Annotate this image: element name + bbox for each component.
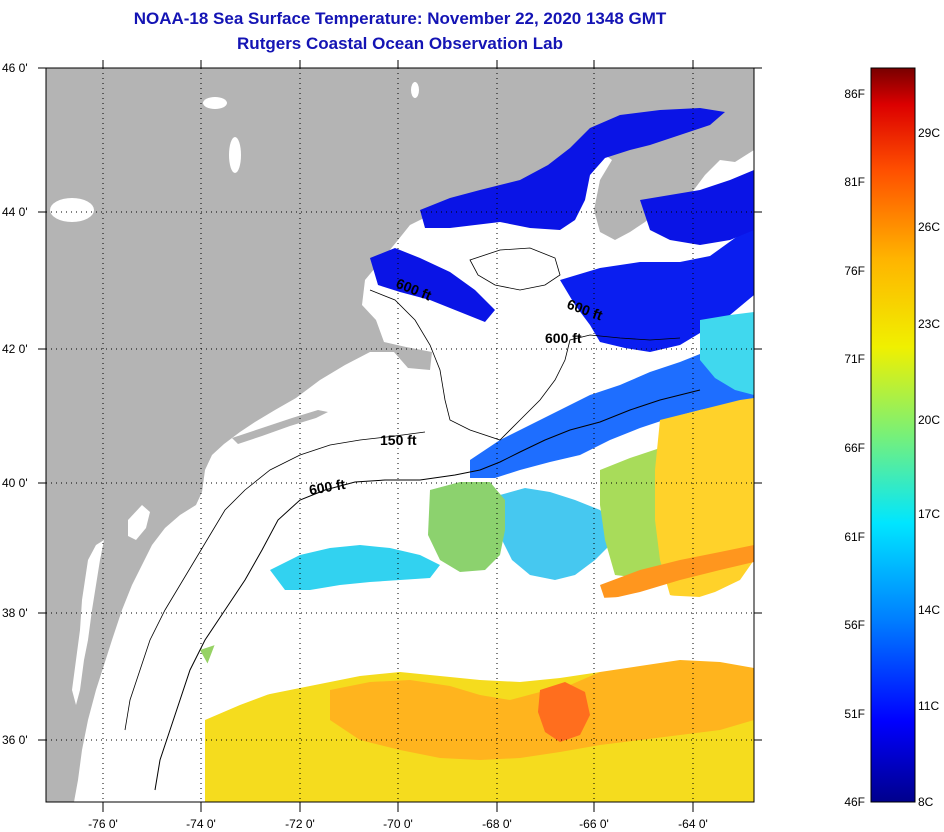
chesapeake-bay xyxy=(72,540,104,705)
colorbar-label-51f: 51F xyxy=(844,707,865,721)
colorbar-label-46f: 46F xyxy=(844,795,865,809)
colorbar-label-11c: 11C xyxy=(918,699,939,713)
colorbar-label-61f: 61F xyxy=(844,530,865,544)
colorbar-label-71f: 71F xyxy=(844,352,865,366)
colorbar-label-14c: 14C xyxy=(918,603,940,617)
lat-label-42: 42 0' xyxy=(2,342,28,356)
map-grid xyxy=(46,68,754,802)
lat-label-40: 40 0' xyxy=(2,476,28,490)
sst-warm-east xyxy=(655,398,754,600)
colorbar-label-81f: 81F xyxy=(844,175,865,189)
lon-label-70: -70 0' xyxy=(383,817,413,831)
sst-slope-water xyxy=(470,330,754,478)
lat-label-46: 46 0' xyxy=(2,61,28,75)
sst-cyan-east xyxy=(700,312,754,395)
long-island-land xyxy=(232,410,328,444)
lon-label-74: -74 0' xyxy=(186,817,216,831)
isobath-gulf-maine xyxy=(369,289,681,441)
colorbar-label-23c: 23C xyxy=(918,317,940,331)
isobath-600ft xyxy=(154,389,701,791)
colorbar-label-86f: 86F xyxy=(844,87,865,101)
lat-label-38: 38 0' xyxy=(2,606,28,620)
sst-cyan-stream xyxy=(500,488,615,580)
colorbar-label-56f: 56F xyxy=(844,618,865,632)
colorbar-label-76f: 76F xyxy=(844,264,865,278)
colorbar xyxy=(870,67,916,803)
cloud-mask xyxy=(205,595,754,702)
colorbar-label-8c: 8C xyxy=(918,795,934,809)
colorbar-label-29c: 29C xyxy=(918,126,940,140)
sst-warm-eddy xyxy=(538,682,590,742)
lon-label-66: -66 0' xyxy=(579,817,609,831)
colorbar-label-20c: 20C xyxy=(918,413,940,427)
isobath-150ft xyxy=(124,431,426,731)
map-title: NOAA-18 Sea Surface Temperature: Novembe… xyxy=(133,9,667,28)
map-subtitle: Rutgers Coastal Ocean Observation Lab xyxy=(237,34,563,53)
lon-label-72: -72 0' xyxy=(285,817,315,831)
lon-label-76: -76 0' xyxy=(88,817,118,831)
contour-label-600ft-shelf: 600 ft xyxy=(308,476,347,498)
lat-label-44: 44 0' xyxy=(2,205,28,219)
sst-scotian-cold xyxy=(640,170,754,245)
lat-label-36: 36 0' xyxy=(2,733,28,747)
delaware-bay xyxy=(128,505,150,540)
colorbar-label-26c: 26C xyxy=(918,220,940,234)
axis-ticks xyxy=(38,60,762,812)
map-frame xyxy=(45,67,755,803)
contour-label-600ft-georges: 600 ft xyxy=(545,330,582,346)
sst-green-band xyxy=(428,482,505,572)
lon-label-64: -64 0' xyxy=(678,817,708,831)
sst-orange-streak xyxy=(600,545,754,600)
sst-cold-water xyxy=(420,108,725,230)
map-panel xyxy=(46,68,754,802)
colorbar-label-17c: 17C xyxy=(918,507,940,521)
lon-label-68: -68 0' xyxy=(482,817,512,831)
contour-label-150ft: 150 ft xyxy=(380,432,417,448)
isobath-jordan xyxy=(469,247,561,291)
sst-cold-water-band xyxy=(370,248,495,322)
colorbar-label-66f: 66F xyxy=(844,441,865,455)
land-area xyxy=(46,68,754,802)
